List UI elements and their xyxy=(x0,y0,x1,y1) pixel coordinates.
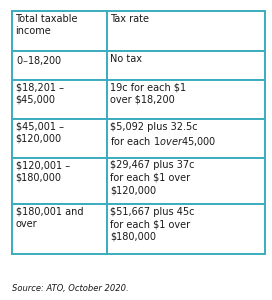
Bar xyxy=(12,11,107,51)
Text: Source: ATO, October 2020.: Source: ATO, October 2020. xyxy=(12,284,129,292)
Bar xyxy=(12,80,107,118)
Bar xyxy=(12,118,107,158)
Bar xyxy=(107,158,265,204)
Text: Tax rate: Tax rate xyxy=(110,14,149,23)
Text: Total taxable
income: Total taxable income xyxy=(16,14,78,36)
Bar xyxy=(12,158,107,204)
Bar xyxy=(107,51,265,80)
Bar xyxy=(107,118,265,158)
Text: $45,001 –
$120,000: $45,001 – $120,000 xyxy=(16,122,63,144)
Text: $5,092 plus 32.5c
for each $1 over $45,000: $5,092 plus 32.5c for each $1 over $45,0… xyxy=(110,122,217,148)
Text: $29,467 plus 37c
for each $1 over
$120,000: $29,467 plus 37c for each $1 over $120,0… xyxy=(110,160,195,195)
Bar xyxy=(12,204,107,254)
Bar xyxy=(107,204,265,254)
Text: $120,001 –
$180,000: $120,001 – $180,000 xyxy=(16,160,70,183)
Text: 19c for each $1
over $18,200: 19c for each $1 over $18,200 xyxy=(110,82,187,105)
Text: $51,667 plus 45c
for each $1 over
$180,000: $51,667 plus 45c for each $1 over $180,0… xyxy=(110,207,195,242)
Text: $180,001 and
over: $180,001 and over xyxy=(16,207,83,230)
Text: No tax: No tax xyxy=(110,54,142,64)
Bar xyxy=(107,11,265,51)
Bar xyxy=(107,80,265,118)
Text: $18,201 –
$45,000: $18,201 – $45,000 xyxy=(16,82,63,105)
Bar xyxy=(12,51,107,80)
Text: $0 – $18,200: $0 – $18,200 xyxy=(16,54,62,67)
